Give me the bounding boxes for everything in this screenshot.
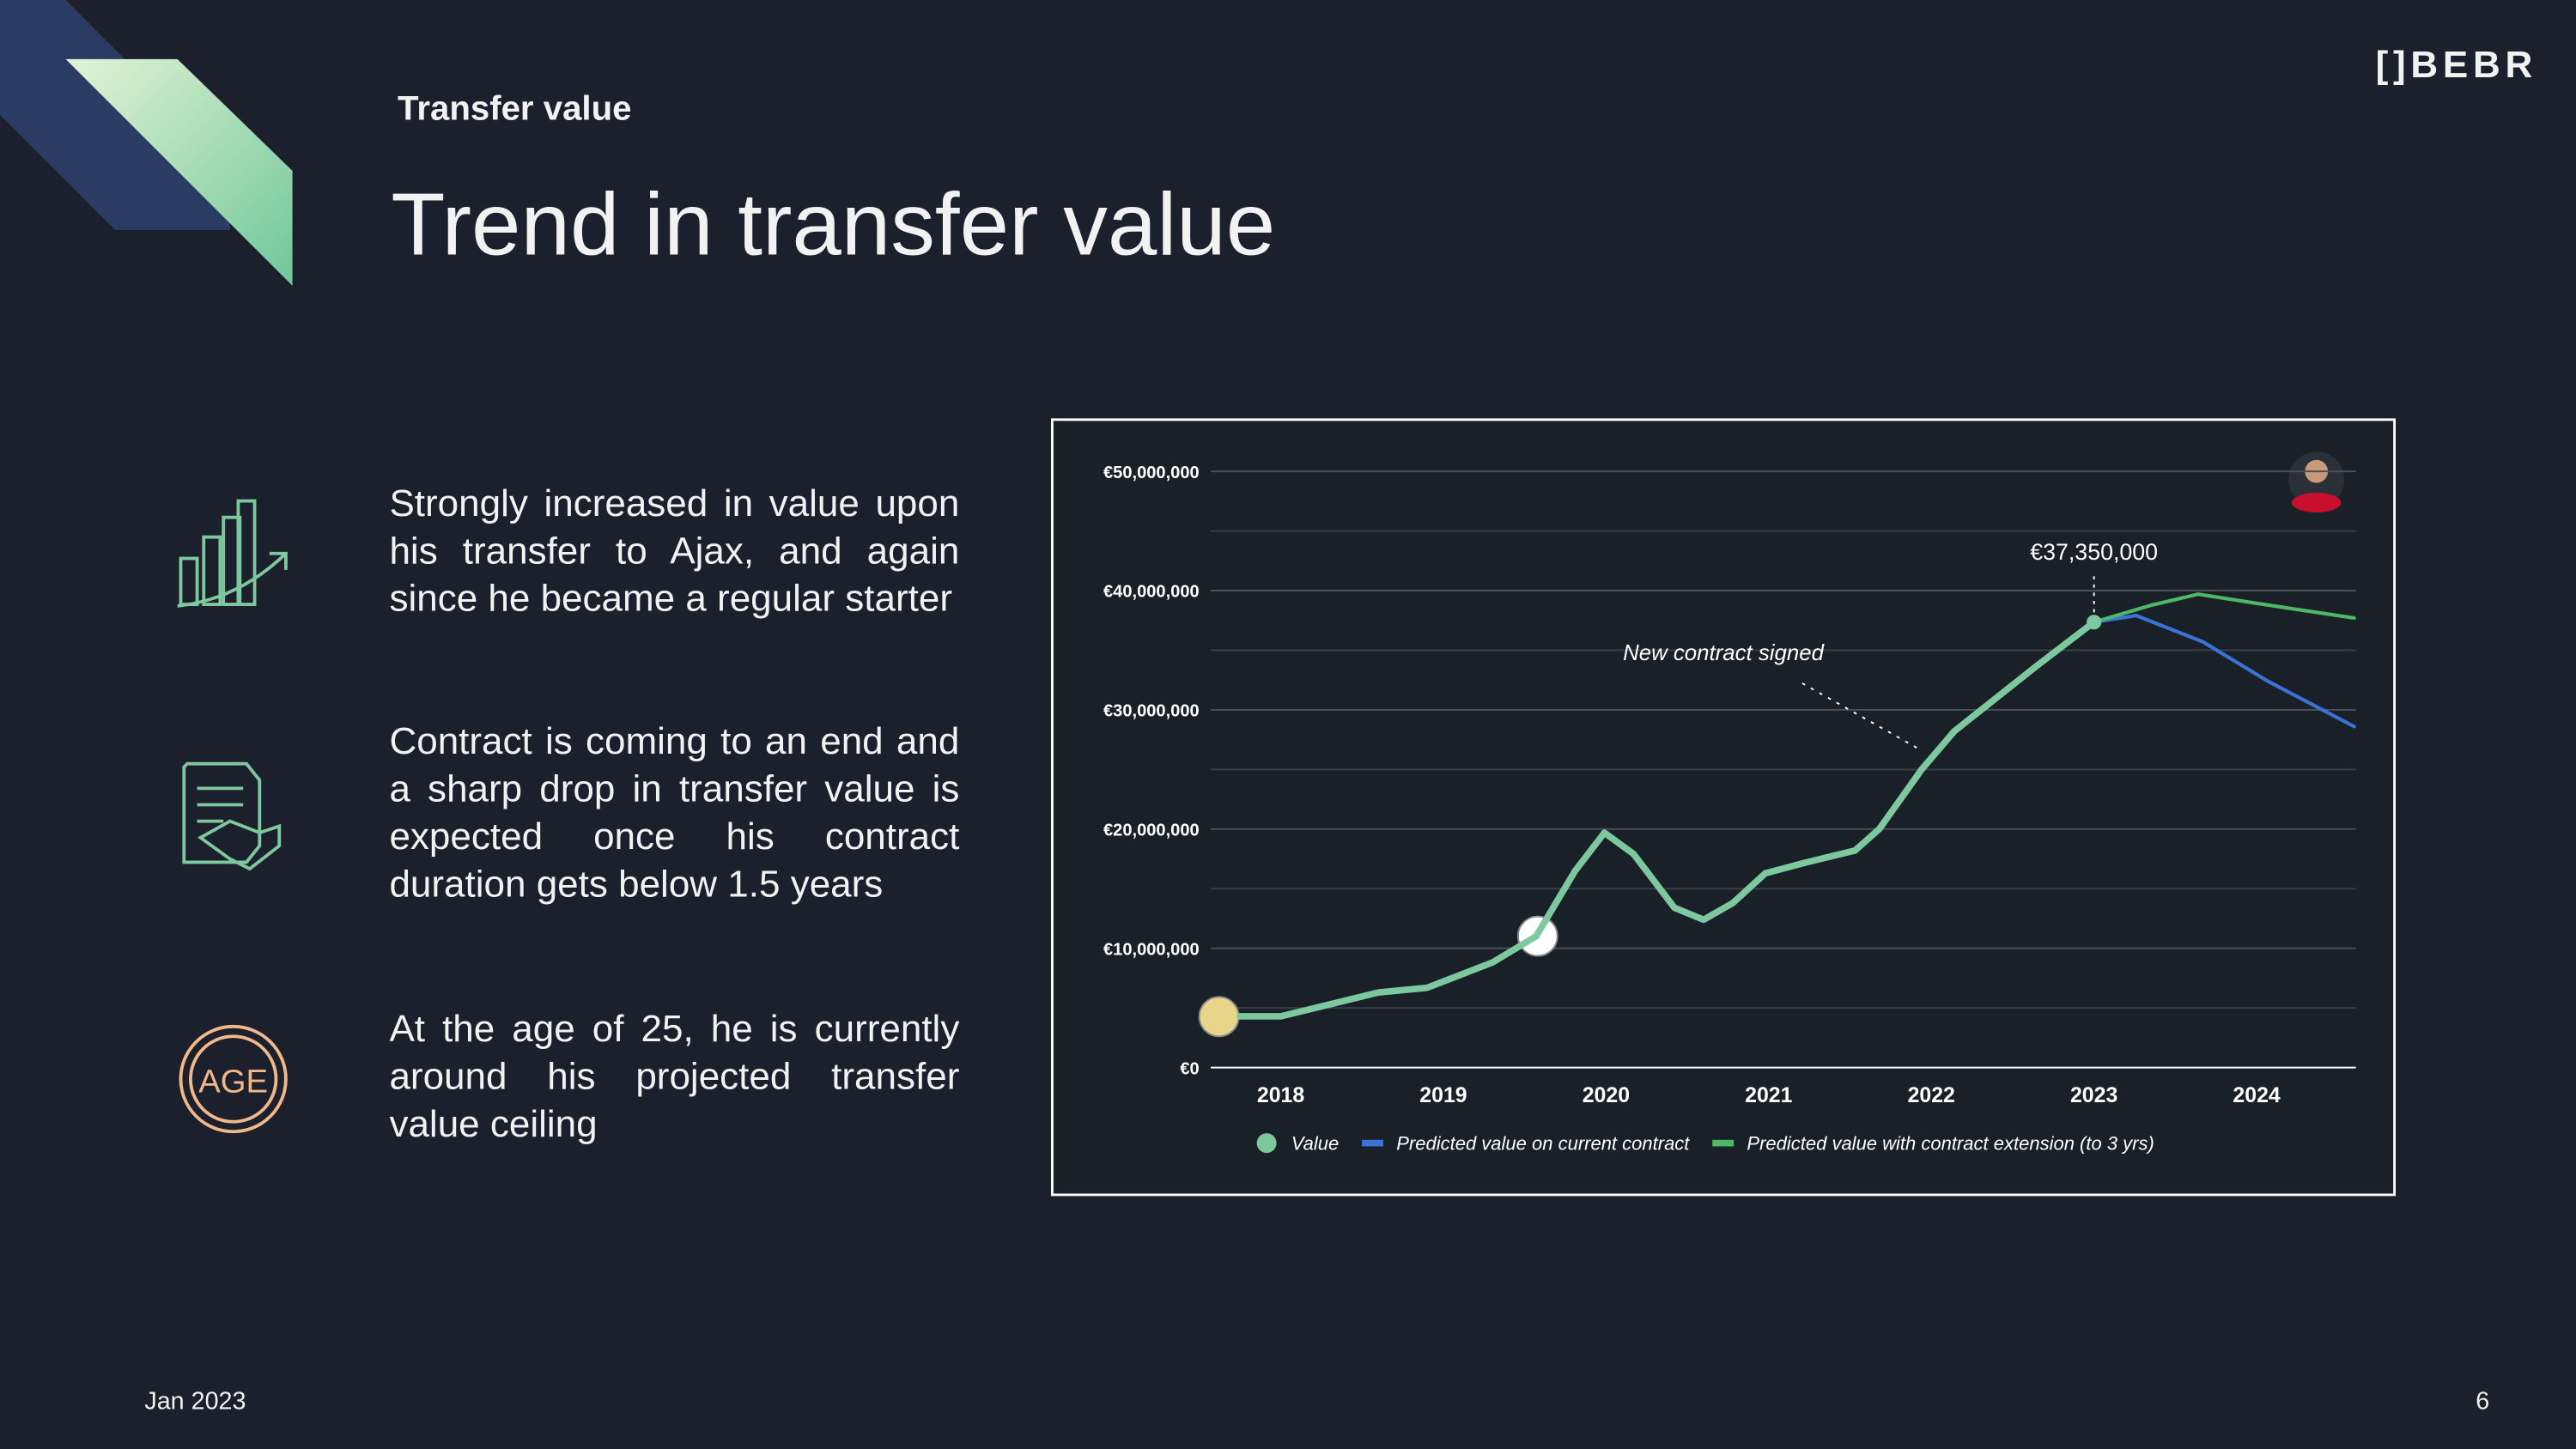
chart-frame <box>1051 418 2397 1197</box>
legend-label: Predicted value with contract extension … <box>1747 1132 2154 1154</box>
data-point <box>2087 615 2102 630</box>
x-tick-label: 2022 <box>1908 1083 1955 1107</box>
contract-icon <box>182 761 282 871</box>
y-tick-label: €10,000,000 <box>1103 940 1200 959</box>
y-tick-label: €20,000,000 <box>1103 821 1200 840</box>
club-badge <box>1198 996 1240 1038</box>
slide-heading: Trend in transfer value <box>391 175 1276 275</box>
series-line <box>1236 618 2098 1020</box>
point-text: Strongly increased in value upon his tra… <box>389 481 960 620</box>
y-tick-label: €0 <box>1180 1059 1199 1078</box>
x-tick-label: 2019 <box>1419 1083 1467 1107</box>
age-icon <box>179 1024 288 1134</box>
y-tick-label: €40,000,000 <box>1103 583 1200 602</box>
y-tick-label: €50,000,000 <box>1103 464 1200 482</box>
legend-marker <box>1362 1139 1383 1147</box>
player-photo <box>2288 452 2345 512</box>
y-tick-label: €30,000,000 <box>1103 702 1200 721</box>
icons: AGE <box>177 499 288 1134</box>
legend-marker <box>1256 1133 1277 1154</box>
growth-icon <box>177 499 288 608</box>
point-text: Contract is coming to an end and a sharp… <box>389 719 960 906</box>
legend-label: Value <box>1291 1132 1339 1154</box>
series-line <box>2092 613 2356 729</box>
legend-label: Predicted value on current contract <box>1396 1132 1690 1154</box>
x-tick-label: 2018 <box>1257 1083 1304 1107</box>
brand-logo: []BEBR <box>2375 42 2538 86</box>
annotation: New contract signed <box>1623 641 1826 665</box>
series-line <box>2092 592 2356 624</box>
page-number: 6 <box>2476 1387 2490 1416</box>
age-icon-label: AGE <box>198 1063 268 1100</box>
annotation: €37,350,000 <box>2030 539 2158 565</box>
legend-marker <box>1712 1139 1735 1147</box>
x-tick-label: 2023 <box>2070 1083 2117 1107</box>
x-tick-label: 2020 <box>1583 1083 1630 1107</box>
annotation-leader <box>1801 682 1920 750</box>
section-title: Transfer value <box>398 90 632 129</box>
x-tick-label: 2021 <box>1745 1083 1792 1107</box>
corner-decoration <box>0 0 293 286</box>
point-text: At the age of 25, he is currently around… <box>389 1006 960 1145</box>
x-tick-label: 2024 <box>2233 1083 2280 1107</box>
footer-date: Jan 2023 <box>144 1387 246 1416</box>
